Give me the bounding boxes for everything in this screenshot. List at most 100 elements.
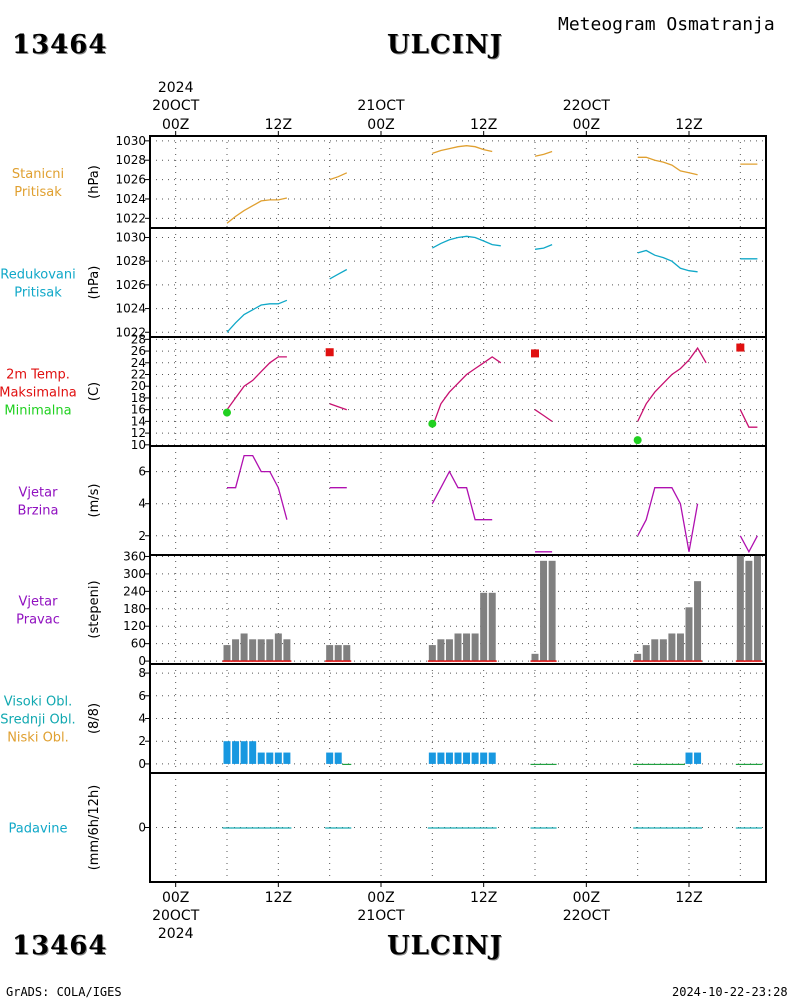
y-tick-label: 1024	[115, 302, 146, 316]
y-tick-label: 1022	[115, 211, 146, 225]
y-tick-label: 1030	[115, 230, 146, 244]
year-label-bottom: 2024	[158, 926, 194, 942]
station-id-top: 13464	[12, 30, 108, 60]
panel-legend-label: Maksimalna	[0, 386, 77, 401]
y-axis-label: (m/s)	[87, 484, 102, 518]
data-bar	[676, 633, 684, 662]
y-tick-label: 8	[138, 666, 146, 680]
y-tick-label: 20	[131, 379, 146, 393]
series-line	[226, 197, 288, 224]
y-tick-label: 18	[131, 391, 146, 405]
panel-legend-label: 2m Temp.	[6, 368, 70, 383]
y-tick-label: 4	[138, 497, 146, 511]
series-line	[227, 454, 288, 520]
data-bar	[540, 560, 548, 662]
data-bar	[437, 752, 445, 764]
station-id-bottom: 13464	[12, 931, 108, 961]
y-tick-label: 1026	[115, 278, 146, 292]
data-bar	[642, 645, 650, 662]
series-line	[739, 409, 758, 428]
panel-legend-label: Srednji Obl.	[0, 713, 75, 728]
panel-legend-label: Stanicni	[12, 167, 64, 182]
source-credit: GrADS: COLA/IGES	[6, 985, 122, 999]
year-label-top: 2024	[158, 80, 194, 96]
y-tick-label: 26	[131, 344, 146, 358]
time-label-top: 00Z	[162, 117, 189, 133]
data-bar	[249, 639, 257, 662]
time-label-bottom: 00Z	[573, 890, 600, 906]
data-bar	[471, 752, 479, 764]
y-tick-label: 1022	[115, 325, 146, 339]
data-bar	[694, 752, 702, 764]
series-line	[432, 145, 493, 155]
time-label-bottom: 12Z	[265, 890, 292, 906]
y-tick-label: 2	[138, 529, 146, 543]
y-tick-label: 1030	[115, 134, 146, 148]
panel-legend-label: Pravac	[16, 613, 60, 628]
date-label-bottom: 20OCT	[152, 908, 200, 924]
series-line	[329, 268, 348, 280]
y-axis-label: (hPa)	[87, 165, 102, 199]
data-bar	[274, 752, 282, 764]
series-line	[226, 299, 288, 333]
y-axis-label: (C)	[87, 382, 102, 401]
data-bar	[454, 633, 462, 662]
y-axis-label: (8/8)	[87, 703, 102, 734]
y-tick-label: 10	[131, 438, 146, 452]
time-label-bottom: 00Z	[367, 890, 394, 906]
data-bar	[240, 633, 248, 662]
y-tick-label: 16	[131, 403, 146, 417]
panel-legend-label: Vjetar	[19, 595, 59, 610]
y-tick-label: 60	[131, 637, 146, 651]
date-label-bottom: 21OCT	[357, 908, 405, 924]
chart-subtitle: Meteogram Osmatranja	[558, 14, 775, 35]
data-bar	[223, 741, 231, 764]
panel-frame	[149, 135, 767, 229]
data-bar	[685, 752, 693, 764]
data-bar	[326, 645, 334, 662]
data-bar	[480, 752, 488, 764]
data-bar	[548, 560, 556, 662]
panel-legend-label: Visoki Obl.	[4, 695, 72, 710]
y-tick-label: 1024	[115, 192, 146, 206]
panel-legend-label: Padavine	[9, 822, 68, 837]
y-tick-label: 240	[123, 584, 146, 598]
series-line	[431, 356, 502, 428]
series-line	[637, 249, 698, 273]
data-bar	[480, 592, 488, 662]
data-bar	[428, 645, 436, 662]
time-label-top: 12Z	[265, 117, 292, 133]
time-label-bottom: 12Z	[675, 890, 702, 906]
max-temp-marker	[531, 349, 539, 358]
date-label-top: 20OCT	[152, 98, 200, 114]
data-bar	[531, 653, 539, 662]
data-bar	[659, 639, 667, 662]
data-bar	[240, 741, 248, 764]
data-bar	[334, 752, 342, 764]
series-line	[534, 150, 553, 157]
panel-legend-label: Pritisak	[14, 185, 62, 200]
time-label-top: 12Z	[470, 117, 497, 133]
data-bar	[232, 639, 240, 662]
time-label-top: 12Z	[675, 117, 702, 133]
min-temp-marker	[223, 408, 231, 417]
y-tick-label: 28	[131, 332, 146, 346]
panel-legend-label: Pritisak	[14, 286, 62, 301]
data-bar	[343, 645, 351, 662]
series-line	[431, 235, 501, 249]
series-line	[431, 470, 493, 521]
y-tick-label: 12	[131, 426, 146, 440]
y-tick-label: 180	[123, 602, 146, 616]
date-label-bottom: 22OCT	[563, 908, 611, 924]
data-bar	[471, 633, 479, 662]
data-bar	[668, 633, 676, 662]
data-bar	[634, 653, 642, 662]
data-bar	[745, 560, 753, 662]
data-bar	[283, 639, 291, 662]
panel-frame	[149, 227, 767, 338]
y-tick-label: 300	[123, 567, 146, 581]
y-tick-label: 2	[138, 734, 146, 748]
data-bar	[651, 639, 659, 662]
data-bar	[257, 639, 265, 662]
y-tick-label: 0	[138, 757, 146, 771]
